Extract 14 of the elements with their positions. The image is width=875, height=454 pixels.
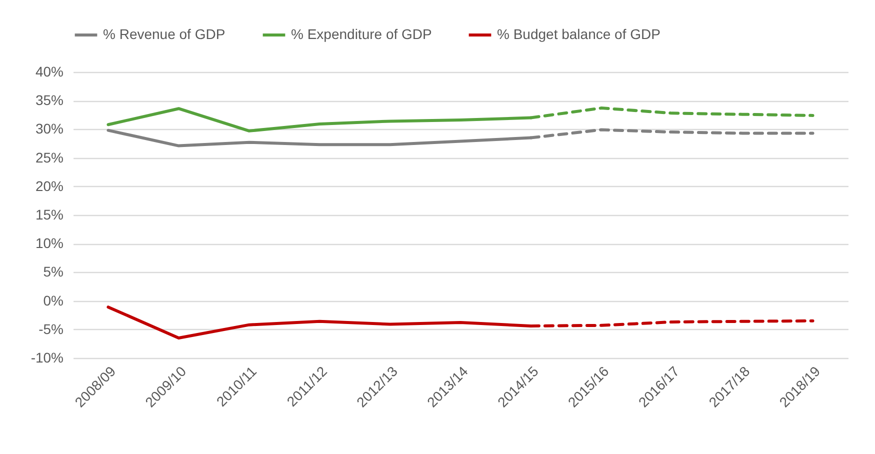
y-tick-label: 10%	[35, 235, 64, 252]
y-tick-label: 5%	[43, 264, 64, 280]
legend-label: % Revenue of GDP	[103, 26, 226, 42]
y-tick-label: 15%	[35, 206, 64, 222]
y-tick-label: 40%	[35, 64, 64, 80]
legend-label: % Budget balance of GDP	[497, 26, 660, 42]
y-tick-label: -10%	[30, 350, 64, 366]
y-tick-label: 20%	[35, 178, 64, 194]
legend-label: % Expenditure of GDP	[291, 26, 432, 42]
y-tick-label: 35%	[35, 92, 64, 108]
y-tick-label: 30%	[35, 120, 64, 137]
y-tick-label: 25%	[35, 149, 64, 166]
y-tick-label: 0%	[43, 292, 64, 308]
y-tick-label: -5%	[38, 320, 64, 337]
